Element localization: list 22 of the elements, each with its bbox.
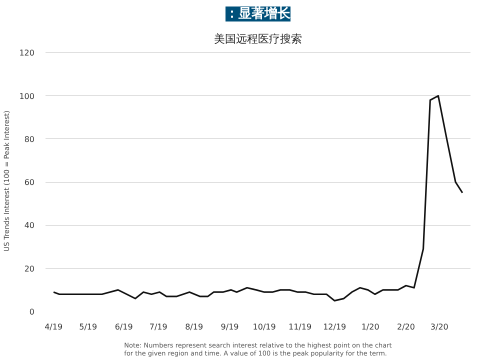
chart-subtitle: ：显著增长 [226,6,292,22]
x-tick-label: 10/19 [252,322,276,332]
x-tick-label: 3/20 [430,322,448,332]
x-tick-label: 4/19 [44,322,63,332]
line-series [52,95,464,302]
y-tick-label: 60 [24,178,35,188]
y-tick-label: 120 [19,48,35,58]
x-tick-label: 11/19 [288,322,312,332]
x-tick-label: 12/19 [323,322,346,332]
x-tick-label: 9/19 [220,322,239,332]
x-tick-label: 5/19 [79,322,98,332]
x-tick-label: 1/20 [361,322,380,332]
y-tick-label: 40 [24,221,35,230]
y-tick-label: 80 [24,134,35,144]
x-tick-label: 6/19 [114,322,133,332]
y-tick-label: 0 [29,308,35,316]
y-tick-label: 20 [24,264,35,274]
x-tick-label: 8/19 [185,322,204,332]
x-tick-label: 2/20 [397,322,415,332]
x-tick-label: 7/19 [149,322,168,332]
chart-title: 美国远程医疗搜索 [214,32,302,46]
y-tick-label: 100 [19,92,35,101]
